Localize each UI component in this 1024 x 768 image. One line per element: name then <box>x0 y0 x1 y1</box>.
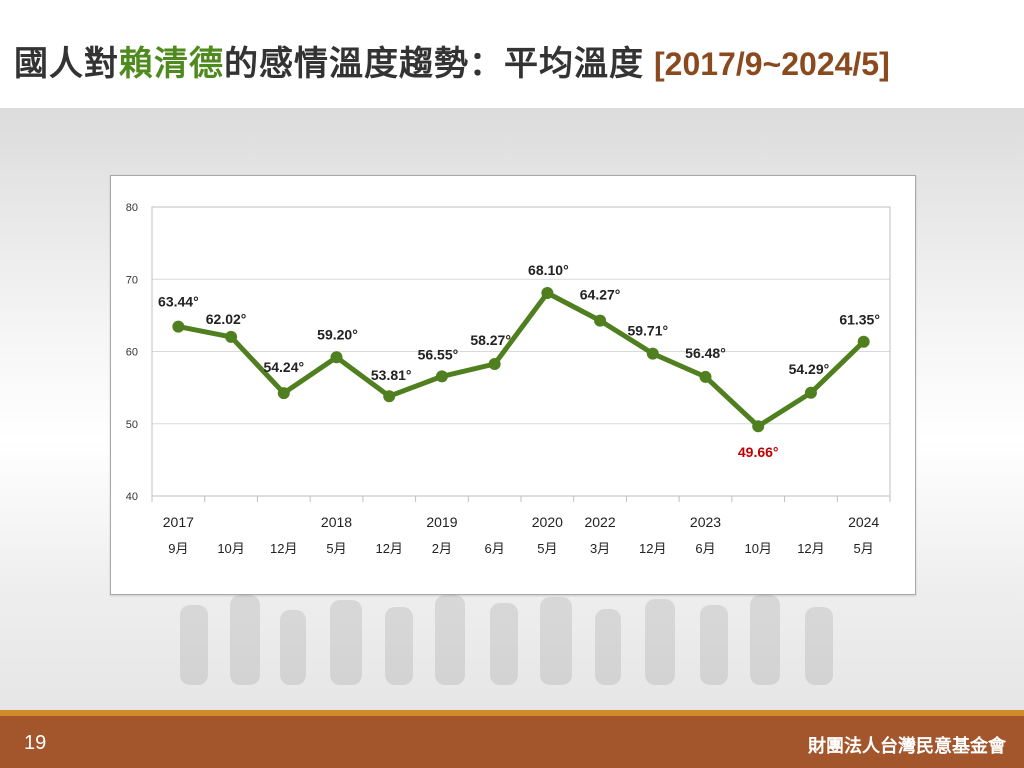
x-tick-month-label: 5月 <box>537 541 557 556</box>
title-suffix: 的感情溫度趨勢：平均溫度 <box>224 44 644 84</box>
data-label: 59.71° <box>627 323 668 339</box>
data-label: 64.27° <box>580 287 621 303</box>
x-tick-year-label: 2019 <box>426 514 457 530</box>
data-point-marker <box>541 286 554 299</box>
title-bar: 國人對賴清德的感情溫度趨勢：平均溫度 [2017/9~2024/5] <box>0 0 1024 108</box>
y-tick-label: 80 <box>126 202 138 214</box>
x-tick-year-label: 2022 <box>584 514 615 530</box>
series-line <box>177 290 866 429</box>
data-point-marker <box>488 357 501 370</box>
data-point-marker <box>330 351 343 364</box>
data-point-marker <box>225 330 238 343</box>
x-tick-month-label: 3月 <box>590 541 610 556</box>
data-label: 53.81° <box>371 367 412 383</box>
x-tick-month-label: 5月 <box>326 541 346 556</box>
data-label: 61.35° <box>839 312 880 328</box>
title-highlight-name: 賴清德 <box>119 44 224 84</box>
page-number: 19 <box>24 732 47 754</box>
organization-name: 財團法人台灣民意基金會 <box>808 736 1006 757</box>
y-tick-label: 40 <box>126 491 138 503</box>
data-label: 63.44° <box>158 294 199 310</box>
data-label: 54.24° <box>263 359 304 375</box>
x-tick-month-label: 12月 <box>797 541 824 556</box>
data-point-marker <box>699 370 712 383</box>
x-tick-year-label: 2017 <box>163 514 194 530</box>
chart-container: 40 50 60 70 80 2017 9月 10月 12月 2018 5月 12月 2019 2月 6月 2… <box>110 175 916 595</box>
data-point-marker <box>646 347 659 360</box>
data-label: 68.10° <box>528 262 569 278</box>
footer-bar: 19 財團法人台灣民意基金會 <box>0 716 1024 768</box>
x-tick-month-label: 2月 <box>432 541 452 556</box>
data-point-marker <box>857 335 870 348</box>
data-label: 62.02° <box>206 311 247 327</box>
data-label: 59.20° <box>317 326 358 342</box>
data-point-marker <box>172 320 185 333</box>
data-point-marker <box>383 390 396 403</box>
x-tick-month-label: 5月 <box>854 541 874 556</box>
x-tick-month-label: 10月 <box>744 541 771 556</box>
x-tick-year-label: 2018 <box>321 514 352 530</box>
x-tick-year-label: 2020 <box>532 514 563 530</box>
x-tick-month-label: 10月 <box>217 541 244 556</box>
data-point-marker <box>594 314 607 327</box>
y-tick-label: 70 <box>126 274 138 286</box>
data-label: 58.27° <box>470 332 511 348</box>
x-tick-month-label: 12月 <box>270 541 297 556</box>
title-date-range: [2017/9~2024/5] <box>654 46 890 82</box>
slide-title: 國人對賴清德的感情溫度趨勢：平均溫度 [2017/9~2024/5] <box>14 36 890 85</box>
title-prefix: 國人對 <box>14 44 119 84</box>
data-label: 56.48° <box>685 345 726 361</box>
data-label: 56.55° <box>418 346 459 362</box>
data-point-marker <box>752 420 765 433</box>
x-tick-month-label: 9月 <box>168 541 188 556</box>
x-tick-month-label: 12月 <box>639 541 666 556</box>
data-label: 49.66° <box>738 444 779 460</box>
y-tick-label: 60 <box>126 347 138 359</box>
x-tick-year-label: 2023 <box>690 514 721 530</box>
data-label: 54.29° <box>789 361 830 377</box>
footer-stripe <box>0 710 1024 716</box>
x-tick-month-label: 6月 <box>695 541 715 556</box>
x-tick-year-label: 2024 <box>848 514 879 530</box>
data-point-marker <box>804 386 817 399</box>
y-tick-label: 50 <box>126 419 138 431</box>
data-point-marker <box>435 370 448 383</box>
line-chart: 40 50 60 70 80 2017 9月 10月 12月 2018 5月 12月 2019 2月 6月 2… <box>126 202 891 556</box>
data-point-marker <box>277 387 290 400</box>
x-tick-month-label: 6月 <box>485 541 505 556</box>
x-tick-month-label: 12月 <box>375 541 402 556</box>
background-crowd-silhouette <box>180 595 833 685</box>
